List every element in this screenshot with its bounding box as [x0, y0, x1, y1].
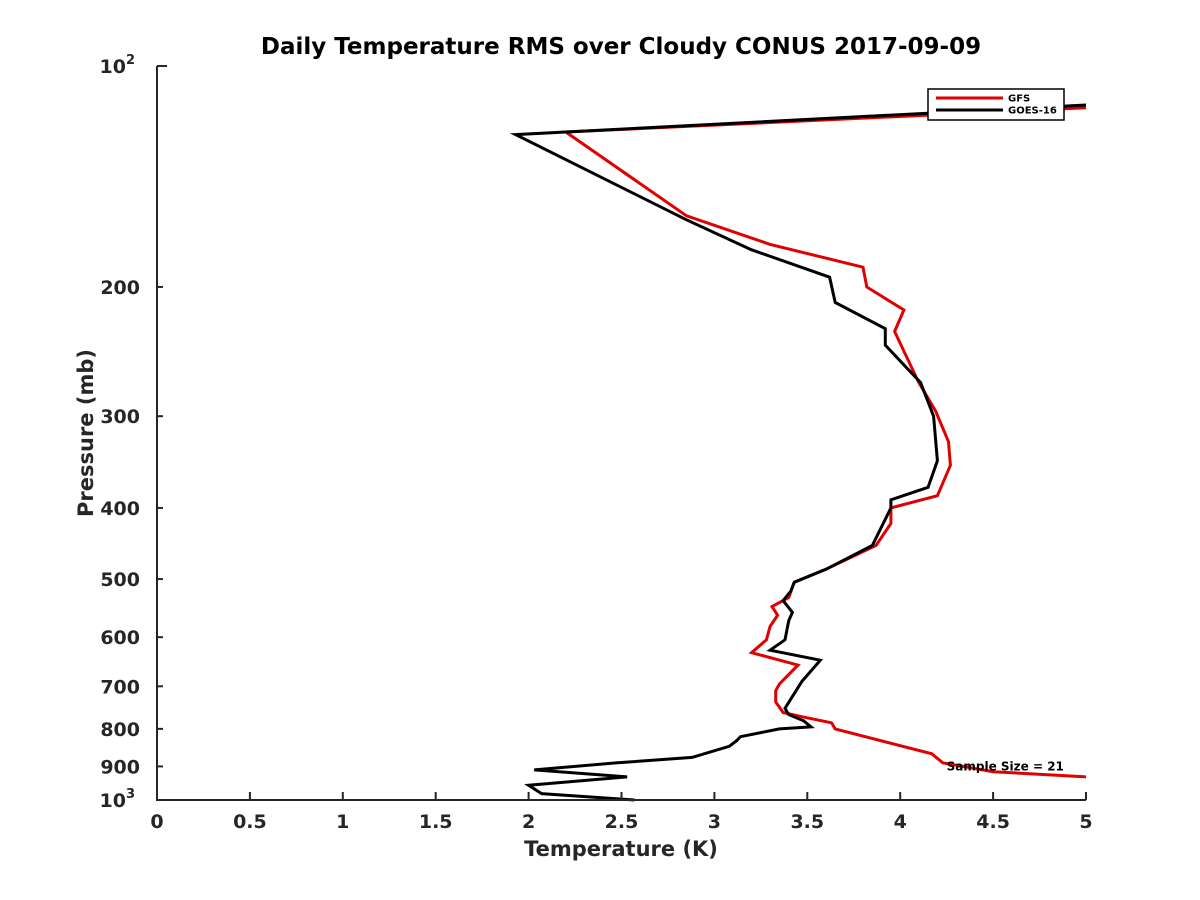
x-tick-label: 0.5 [233, 811, 267, 833]
x-tick-label: 4.5 [976, 811, 1010, 833]
legend-box [927, 88, 1065, 121]
x-tick-label: 4 [894, 811, 907, 833]
y-tick-label: 700 [100, 676, 140, 698]
y-tick-label: 200 [100, 277, 140, 299]
y-tick-label: 800 [100, 719, 140, 741]
y-tick-label: 900 [100, 756, 140, 778]
y-tick-label: 102 [100, 53, 136, 78]
x-tick-label: 1 [336, 811, 349, 833]
x-tick-label: 2.5 [605, 811, 639, 833]
x-tick-label: 0 [150, 811, 163, 833]
legend: GFS GOES-16 [927, 88, 1065, 121]
x-tick-label: 2 [522, 811, 535, 833]
y-ticks: 102 200 300 400 500 600 700 800 900 103 [100, 53, 167, 812]
y-tick-label: 103 [100, 787, 136, 812]
series-line-goes-16 [509, 103, 1087, 802]
y-tick-label: 300 [100, 406, 140, 428]
y-tick-label: 400 [100, 498, 140, 520]
x-tick-label: 5 [1079, 811, 1092, 833]
x-tick-label: 1.5 [419, 811, 453, 833]
x-tick-label: 3 [708, 811, 721, 833]
sample-size-annotation: Sample Size = 21 [947, 759, 1064, 773]
series-layer [509, 103, 1087, 802]
annotations: Sample Size = 21 [947, 759, 1064, 773]
chart-title: Daily Temperature RMS over Cloudy CONUS … [261, 34, 981, 60]
y-tick-label: 500 [100, 569, 140, 591]
x-ticks: 0 0.5 1 1.5 2 2.5 3 3.5 4 4.5 5 [150, 792, 1093, 833]
legend-label-goes-16: GOES-16 [1008, 106, 1057, 117]
legend-label-gfs: GFS [1008, 94, 1030, 105]
x-tick-label: 3.5 [790, 811, 824, 833]
y-tick-label: 600 [100, 627, 140, 649]
x-axis-label: Temperature (K) [524, 837, 718, 861]
y-axis-label: Pressure (mb) [74, 349, 98, 517]
